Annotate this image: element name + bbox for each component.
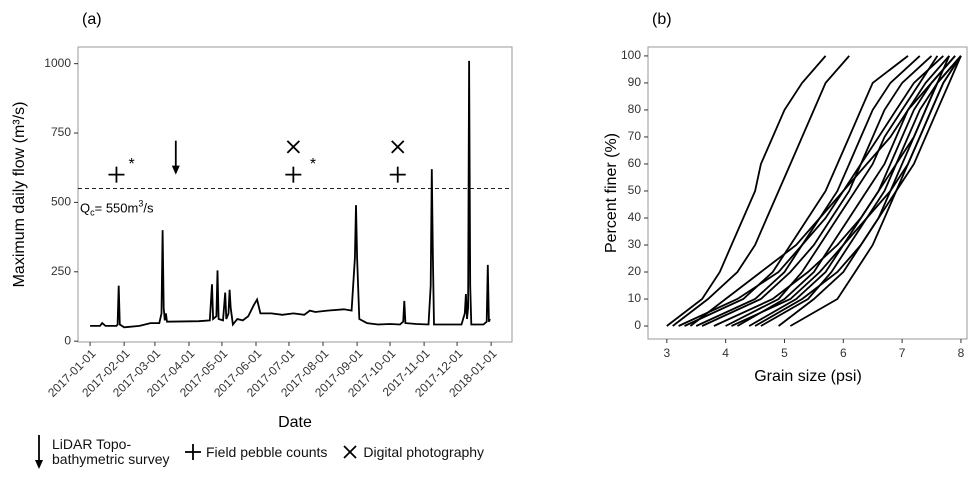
threshold-label-part: = 550m [95, 201, 139, 216]
threshold-label-part: /s [143, 201, 154, 216]
grain-curve [695, 55, 921, 327]
grain-curve [689, 55, 956, 327]
grain-curve [789, 55, 962, 327]
legend-symbol [343, 445, 358, 459]
plot-frame [647, 46, 968, 340]
cross-b [391, 140, 405, 154]
legend: LiDAR Topo-bathymetric survey Field pebbl… [30, 432, 484, 472]
grain-curve [760, 55, 962, 327]
x-tick-label: 4 [722, 346, 729, 360]
y-tick-label: 1000 [44, 56, 71, 70]
y-tick-label: 70 [628, 129, 642, 143]
arrow-head [171, 165, 180, 175]
x-tick-label: 3 [663, 346, 670, 360]
event-marker [286, 140, 300, 154]
grain-curve [754, 55, 962, 327]
grain-curve [725, 55, 939, 327]
grain-curve [736, 55, 950, 327]
y-tick-label: 100 [621, 48, 641, 62]
legend-item: Field pebble counts [184, 443, 327, 461]
grain-curve [748, 55, 956, 327]
y-tick-label: 0 [634, 318, 641, 332]
x-axis-label: Date [278, 414, 312, 431]
legend-label: Field pebble counts [206, 444, 328, 460]
legend-item: LiDAR Topo-bathymetric survey [30, 432, 170, 472]
event-marker [171, 140, 180, 175]
y-tick-label: 250 [51, 264, 71, 278]
y-tick-label: 30 [628, 237, 642, 251]
x-tick-label: 8 [958, 346, 965, 360]
legend-symbol [185, 444, 201, 460]
x-tick-label: 5 [781, 346, 788, 360]
event-marker [389, 166, 406, 183]
legend-symbol [35, 435, 43, 469]
y-tick-label: 750 [51, 125, 71, 139]
y-tick-label: 500 [51, 195, 71, 209]
x-tick-label: 7 [899, 346, 906, 360]
y-axis-label: Maximum daily flow (m³/s) [11, 102, 28, 288]
legend-label: LiDAR Topo-bathymetric survey [52, 436, 170, 467]
y-tick-label: 90 [628, 75, 642, 89]
annotation: * [310, 156, 316, 173]
y-tick-label: 80 [628, 102, 642, 116]
cross-b [343, 445, 358, 459]
grain-curve [666, 55, 827, 327]
y-tick-label: 50 [628, 183, 642, 197]
flow-line [90, 60, 491, 329]
arrow-head [35, 460, 43, 469]
panel-title: (a) [82, 11, 102, 28]
threshold-label: Qc= 550m3/s [80, 199, 154, 218]
legend-label: Digital photography [363, 444, 485, 460]
panel-title: (b) [652, 11, 672, 28]
grain-curve [678, 55, 944, 327]
grain-curve [713, 55, 951, 327]
x-axis-label: Grain size (psi) [754, 368, 862, 385]
cross-b [286, 140, 300, 154]
y-tick-label: 0 [64, 333, 71, 347]
y-tick-label: 40 [628, 210, 642, 224]
threshold-label-part: Q [80, 201, 90, 216]
grain-curve [701, 55, 933, 327]
y-tick-label: 60 [628, 156, 642, 170]
event-marker [108, 166, 125, 183]
event-marker [391, 140, 405, 154]
event-marker [285, 166, 302, 183]
grain-curve [672, 55, 850, 327]
annotation: * [129, 156, 135, 173]
grain-curve [684, 55, 909, 327]
plot-frame [77, 46, 513, 343]
legend-item: Digital photography [341, 443, 484, 461]
threshold-label-part: c [90, 208, 95, 218]
threshold-label-part: 3 [138, 199, 143, 209]
y-tick-label: 10 [628, 291, 642, 305]
x-tick-label: 6 [840, 346, 847, 360]
y-axis-label: Percent finer (%) [603, 133, 620, 253]
y-tick-label: 20 [628, 264, 642, 278]
grain-curve [731, 55, 962, 327]
